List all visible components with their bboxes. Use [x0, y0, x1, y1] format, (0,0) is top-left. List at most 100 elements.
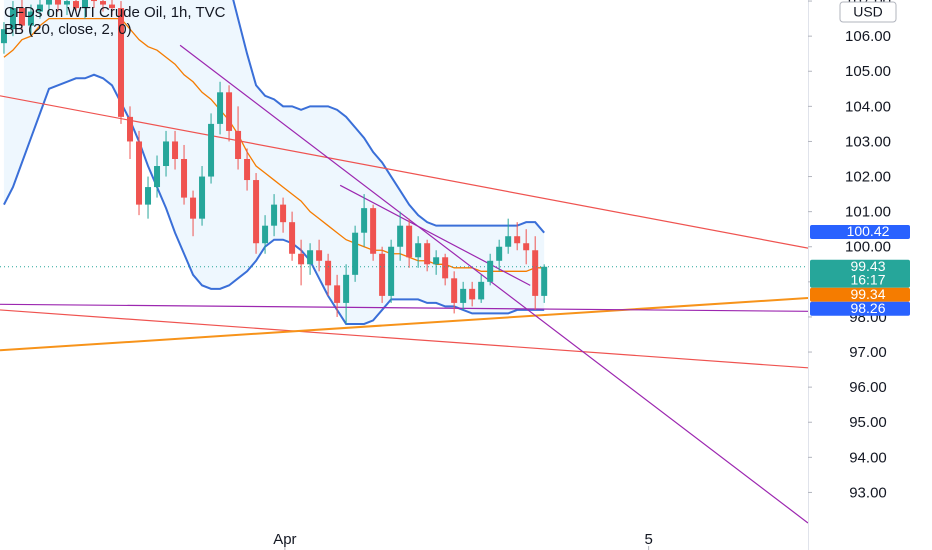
candle-body	[343, 274, 350, 303]
candle-body	[388, 246, 395, 296]
candle-body	[109, 4, 116, 9]
trend-line	[0, 303, 808, 312]
y-tick-label: 103.00	[845, 133, 891, 150]
candle-body	[9, 8, 16, 30]
candle-body	[244, 158, 251, 181]
y-tick-label: 100.00	[845, 239, 891, 256]
candle-body	[289, 222, 296, 254]
candle-body	[379, 253, 386, 296]
candle-body	[334, 285, 341, 303]
candle-body	[163, 141, 170, 167]
candle-body	[496, 246, 503, 261]
candle-body	[352, 232, 359, 275]
price-badge-label: 99.34	[850, 286, 885, 302]
candle-body	[514, 236, 521, 244]
price-badge	[810, 225, 910, 240]
candle-body	[81, 0, 88, 9]
candle-body	[63, 1, 70, 5]
price-badge-label: 100.42	[847, 223, 890, 239]
candle-body	[478, 281, 485, 300]
y-tick-label: 105.00	[845, 63, 891, 80]
candle-body	[36, 4, 43, 12]
y-tick-label: 94.00	[849, 449, 887, 466]
candle-body	[27, 11, 34, 26]
candle-body	[127, 116, 134, 142]
candle-body	[226, 92, 233, 131]
candle-body	[397, 225, 404, 247]
candle-body	[523, 243, 530, 251]
candle-body	[154, 166, 161, 188]
candle-body	[208, 123, 215, 177]
price-badge	[810, 259, 910, 288]
candle-body	[280, 204, 287, 223]
y-tick-label: 104.00	[845, 98, 891, 115]
candle-body	[442, 257, 449, 279]
y-tick-label: 101.00	[845, 204, 891, 221]
candle-body	[253, 180, 260, 244]
candle-body	[532, 250, 539, 296]
plot-area	[0, 0, 808, 524]
candle-body	[190, 197, 197, 219]
price-axis: 93.0094.0095.0096.0097.0098.0099.00100.0…	[808, 0, 910, 501]
candle-body	[469, 288, 476, 300]
candle-body	[262, 225, 269, 244]
candle-body	[415, 243, 422, 258]
price-badge	[810, 287, 910, 302]
price-badge	[810, 301, 910, 316]
candle-body	[361, 208, 368, 233]
currency-box	[839, 1, 897, 23]
trend-line	[179, 44, 808, 524]
candle-body	[370, 208, 377, 254]
candle-body	[54, 0, 61, 5]
y-tick-label: 93.00	[849, 484, 887, 501]
candle-body	[0, 29, 7, 44]
indicator-legend: BB (20, close, 2, 0)	[4, 21, 132, 38]
bb-basis	[3, 17, 545, 272]
candle-body	[72, 1, 79, 9]
candle-body	[316, 250, 323, 261]
countdown-label: 16:17	[850, 271, 885, 287]
trend-line	[339, 184, 531, 286]
candle-body	[271, 204, 278, 226]
candle-body	[424, 243, 431, 265]
y-tick-label: 95.00	[849, 414, 887, 431]
candle-body	[307, 250, 314, 265]
currency-label: USD	[853, 4, 883, 20]
trend-line	[0, 296, 808, 352]
candle-body	[451, 278, 458, 303]
price-badge-label: 99.43	[850, 258, 885, 274]
trend-line	[0, 309, 808, 369]
price-badge-label: 98.26	[850, 300, 885, 316]
candle-body	[118, 8, 125, 117]
candle-body	[100, 1, 107, 5]
candle-body	[136, 141, 143, 205]
y-tick-label: 106.00	[845, 28, 891, 45]
x-tick-label: Apr	[273, 531, 296, 548]
candle-body	[145, 187, 152, 205]
candle-body	[18, 8, 25, 26]
candle-body	[199, 176, 206, 219]
y-tick-label: 97.00	[849, 344, 887, 361]
x-tick-label: 5	[644, 531, 652, 548]
candle-body	[541, 266, 548, 296]
y-tick-label: 96.00	[849, 379, 887, 396]
candle-body	[325, 260, 332, 286]
chart-title: CFDs on WTI Crude Oil, 1h, TVC	[4, 4, 226, 21]
candle-body	[235, 130, 242, 159]
candle-body	[298, 253, 305, 265]
candle-body	[217, 92, 224, 124]
candle-body	[45, 0, 52, 5]
trend-line	[0, 95, 808, 249]
candle-body	[433, 257, 440, 265]
candle-body	[460, 288, 467, 303]
y-tick-label: 102.00	[845, 169, 891, 186]
candle-body	[505, 236, 512, 247]
candle-body	[487, 260, 494, 282]
candle-body	[90, 0, 97, 2]
bb-fill	[3, 0, 545, 324]
bb-upper	[232, 0, 545, 234]
candle-body	[172, 141, 179, 159]
candle-body	[181, 158, 188, 198]
candle-body	[406, 225, 413, 258]
